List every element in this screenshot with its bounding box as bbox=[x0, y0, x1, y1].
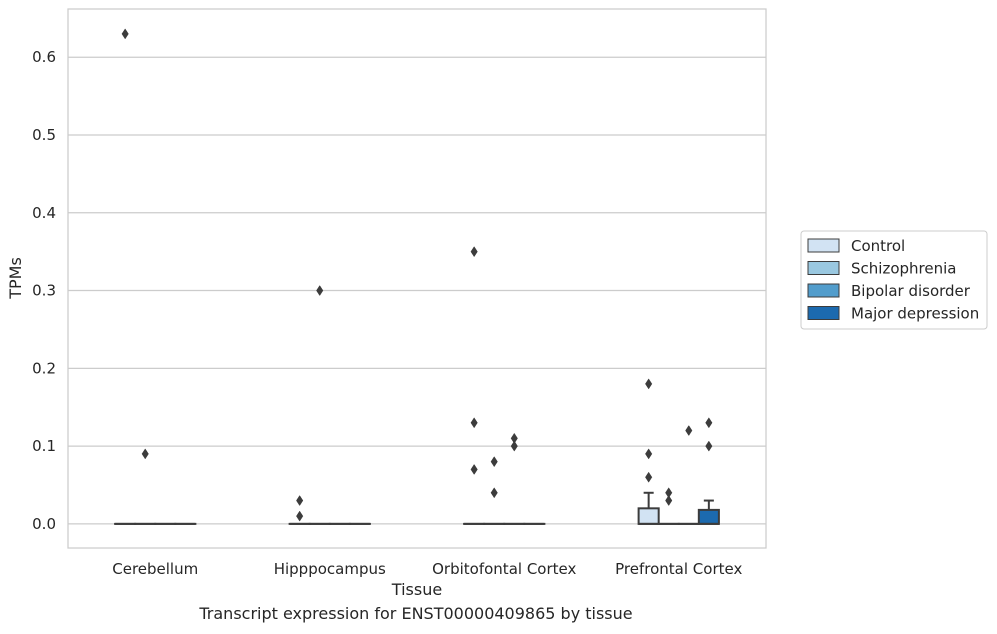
plot-frame bbox=[67, 8, 767, 549]
outlier-point bbox=[490, 487, 498, 499]
outlier-point bbox=[665, 495, 673, 507]
box bbox=[637, 507, 660, 525]
box-group bbox=[657, 487, 680, 525]
box-group bbox=[308, 285, 331, 525]
y-tick-labels: 0.0 0.1 0.2 0.3 0.4 0.5 0.6 bbox=[32, 48, 56, 533]
box-group bbox=[114, 28, 137, 525]
x-tick-label: Prefrontal Cortex bbox=[615, 560, 742, 578]
y-axis-label: TPMs bbox=[6, 257, 25, 300]
outlier-point bbox=[490, 456, 498, 468]
box-group bbox=[134, 448, 157, 525]
box-group bbox=[288, 495, 311, 525]
outlier-point bbox=[316, 285, 324, 297]
box bbox=[697, 508, 720, 525]
outlier-point bbox=[470, 246, 478, 258]
outlier-point bbox=[705, 440, 713, 452]
outlier-point bbox=[645, 471, 653, 483]
legend-swatch bbox=[807, 306, 840, 320]
outlier-point bbox=[121, 28, 129, 40]
outlier-point bbox=[685, 425, 693, 437]
legend-label: Bipolar disorder bbox=[851, 282, 971, 300]
box-group bbox=[463, 246, 486, 525]
legend-swatch bbox=[807, 261, 840, 275]
y-tick-label: 0.3 bbox=[32, 282, 56, 300]
legend-label: Control bbox=[851, 237, 905, 255]
y-tick-label: 0.2 bbox=[32, 359, 56, 377]
x-tick-label: Cerebellum bbox=[112, 560, 198, 578]
chart-caption: Transcript expression for ENST0000040986… bbox=[199, 604, 633, 623]
legend-swatch bbox=[807, 283, 840, 298]
outlier-point bbox=[645, 378, 653, 390]
y-tick-label: 0.1 bbox=[32, 437, 56, 455]
y-tick-label: 0.0 bbox=[32, 515, 56, 533]
y-tick-label: 0.6 bbox=[32, 48, 56, 66]
box-group bbox=[697, 417, 720, 525]
y-tick-label: 0.4 bbox=[32, 204, 56, 222]
outlier-point bbox=[296, 510, 304, 522]
outlier-point bbox=[645, 448, 653, 460]
box-group bbox=[637, 378, 660, 525]
outlier-point bbox=[141, 448, 149, 460]
outlier-point bbox=[705, 417, 713, 429]
y-tick-label: 0.5 bbox=[32, 126, 56, 144]
outlier-point bbox=[296, 495, 304, 507]
legend-frame bbox=[800, 230, 988, 330]
legend: Control Schizophrenia Bipolar disorder Majo… bbox=[800, 230, 988, 330]
x-tick-label: Hipppocampus bbox=[274, 560, 386, 578]
legend-label: Major depression bbox=[851, 305, 979, 323]
box-groups bbox=[114, 28, 720, 525]
box-group bbox=[677, 425, 700, 525]
outlier-point bbox=[470, 417, 478, 429]
grid-lines bbox=[68, 56, 766, 525]
outlier-point bbox=[510, 440, 518, 452]
x-tick-labels: Cerebellum Hipppocampus Orbitofontal Corte… bbox=[112, 560, 742, 578]
box-group bbox=[483, 456, 506, 525]
legend-swatch bbox=[807, 238, 840, 253]
x-tick-label: Orbitofontal Cortex bbox=[432, 560, 576, 578]
outlier-point bbox=[470, 463, 478, 475]
legend-label: Schizophrenia bbox=[851, 260, 956, 278]
box-group bbox=[503, 432, 526, 525]
x-axis-label: Tissue bbox=[391, 580, 442, 599]
